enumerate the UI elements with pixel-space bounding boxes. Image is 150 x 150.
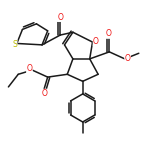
Text: S: S xyxy=(12,40,17,49)
Text: O: O xyxy=(27,64,32,73)
Text: O: O xyxy=(105,29,111,38)
Text: O: O xyxy=(125,54,130,63)
Text: O: O xyxy=(93,37,99,46)
Text: O: O xyxy=(41,89,47,98)
Text: O: O xyxy=(57,13,63,22)
